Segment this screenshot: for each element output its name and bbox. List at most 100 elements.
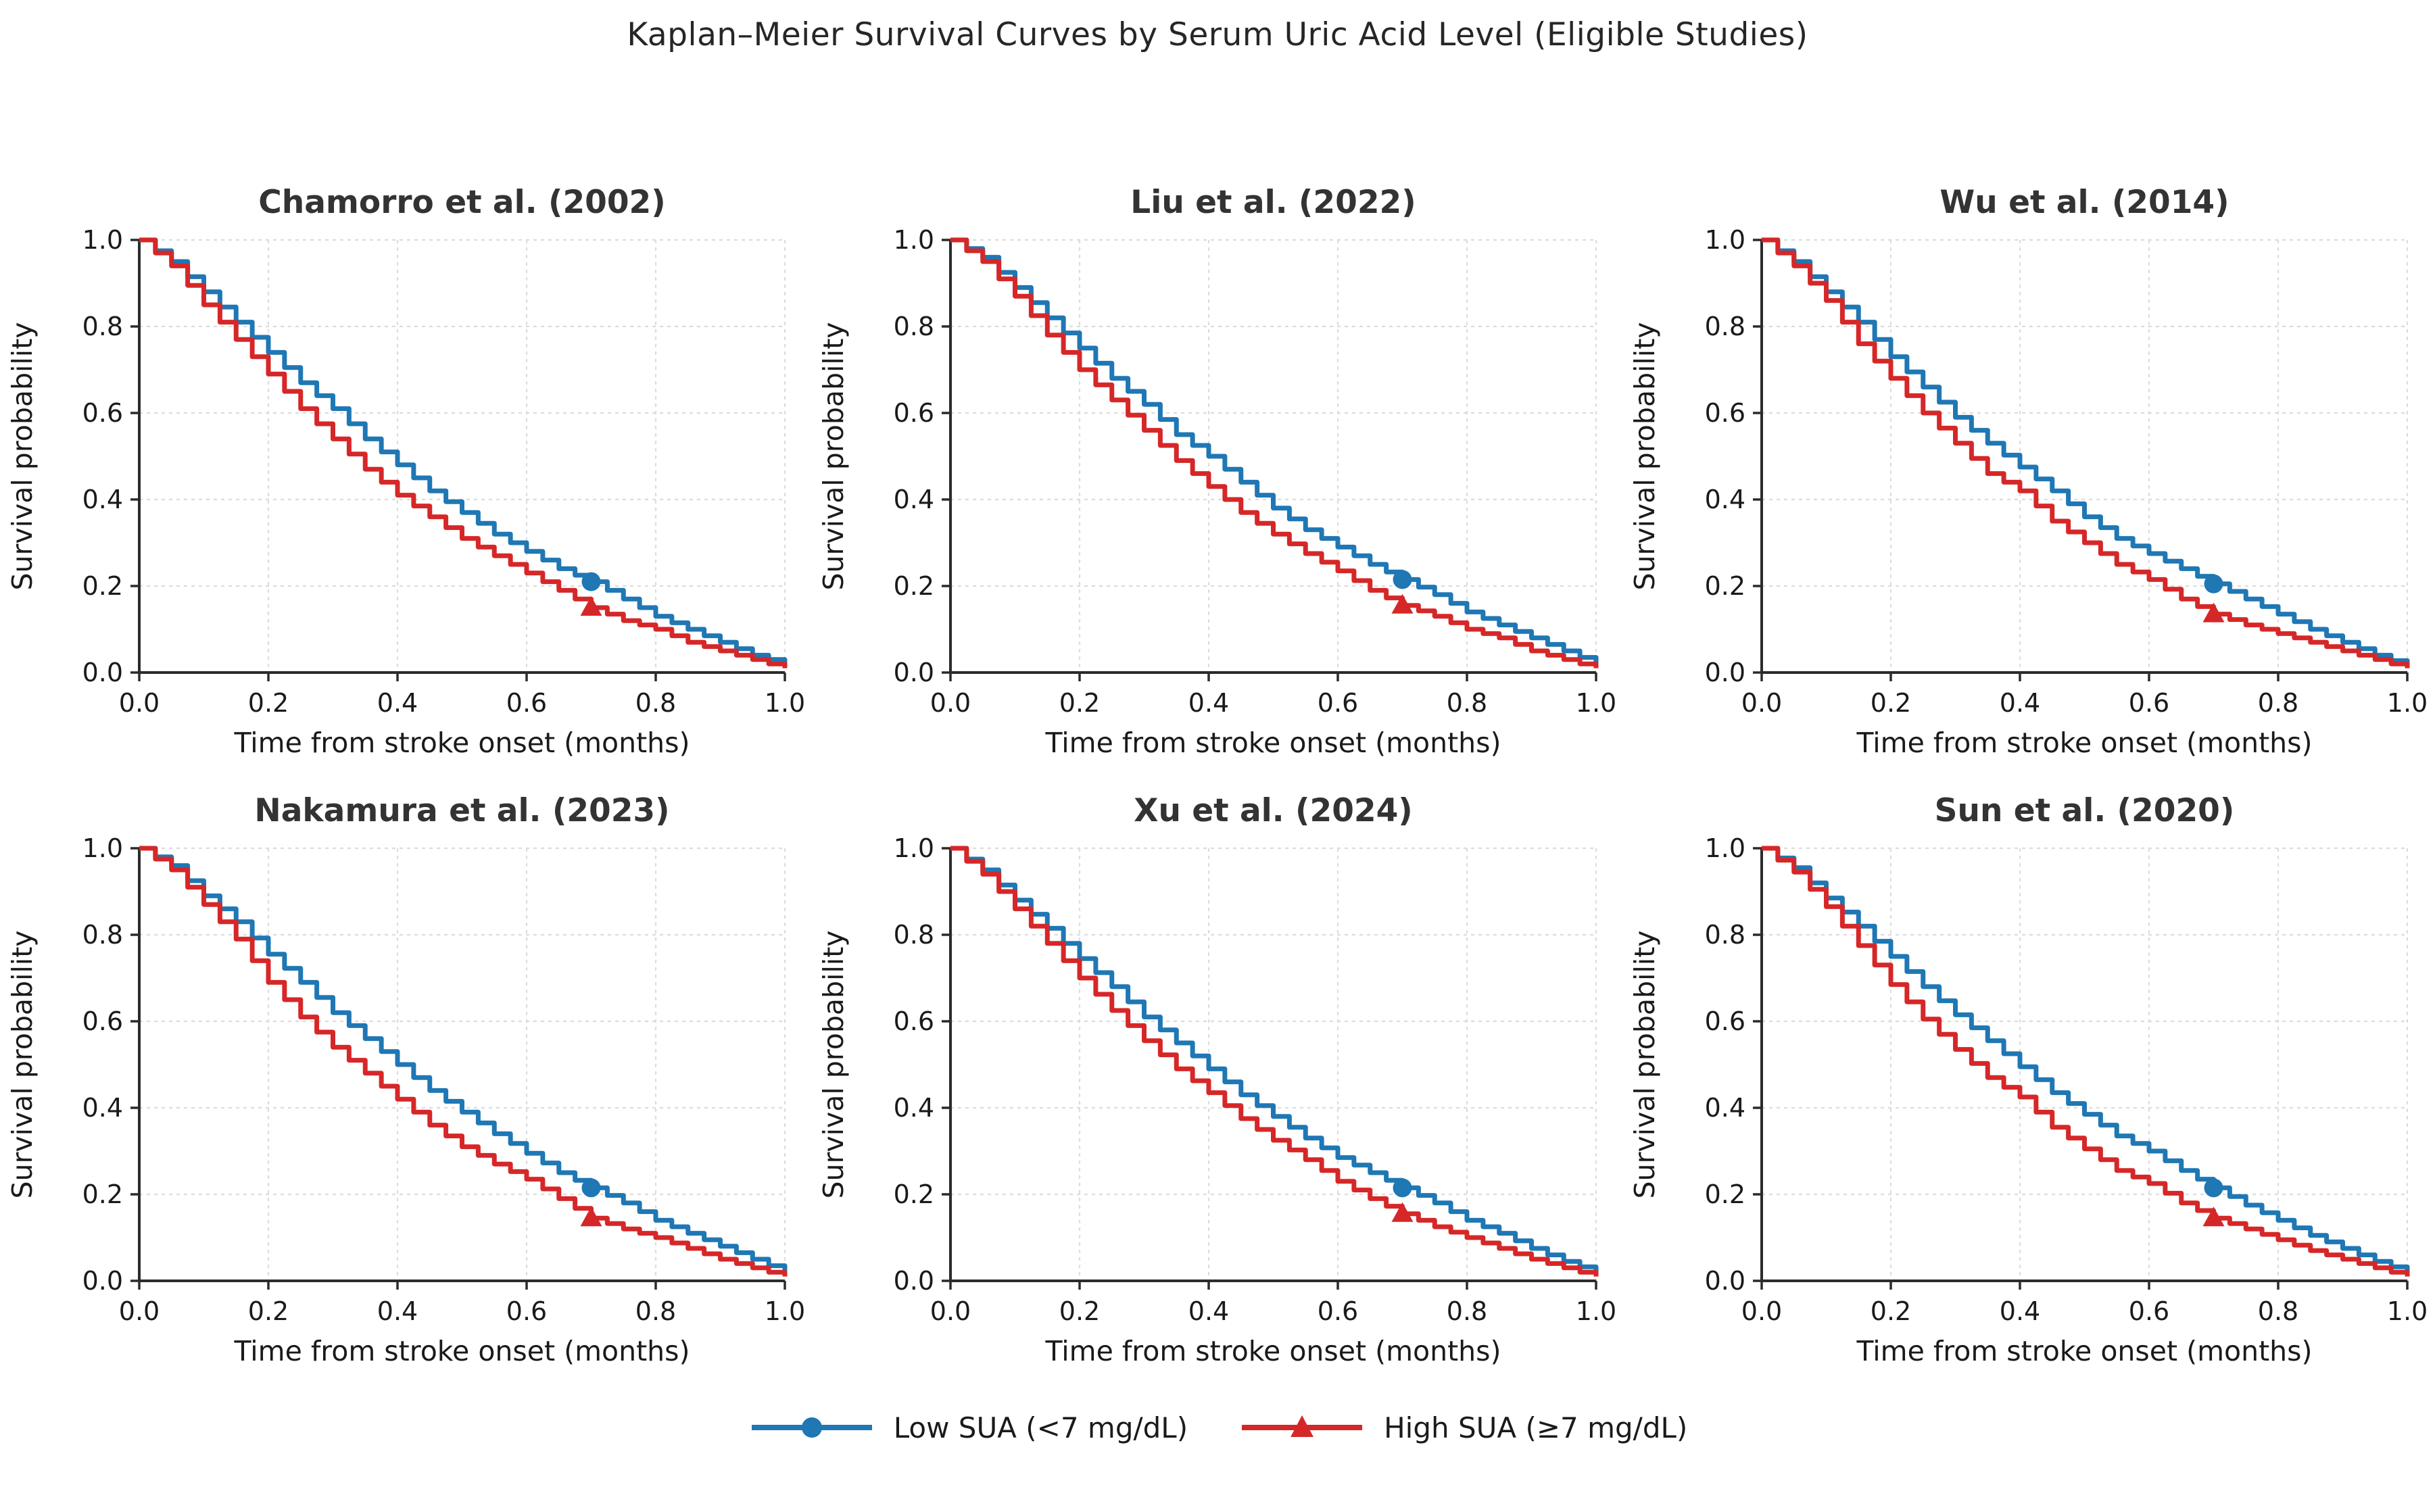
x-tick-label: 0.6 <box>2129 688 2169 718</box>
x-tick-label: 0.2 <box>1059 1296 1100 1326</box>
y-tick-label: 0.2 <box>82 571 123 601</box>
y-tick-label: 0.8 <box>82 920 123 950</box>
y-tick-label: 1.0 <box>894 833 934 863</box>
subplot-title: Sun et al. (2020) <box>1935 792 2235 829</box>
y-tick-label: 0.8 <box>1705 312 1745 341</box>
low-sua-marker-circle-icon <box>1393 570 1412 589</box>
low-sua-marker-circle-icon <box>2204 574 2223 593</box>
high-sua-marker-triangle-icon <box>2202 602 2225 623</box>
y-tick-label: 0.6 <box>82 1006 123 1036</box>
subplot-canvas: 0.0 0.2 0.4 0.6 0.8 1.0 0.0 0.2 0.4 0.6 0.8 1.0 Xu e… <box>817 792 1616 1367</box>
y-tick-label: 0.0 <box>894 1266 934 1296</box>
y-tick-label: 1.0 <box>82 225 123 255</box>
x-tick-label: 1.0 <box>1576 1296 1616 1326</box>
km-curve-low-sua <box>139 846 788 1273</box>
x-tick-label: 0.4 <box>2000 1296 2040 1326</box>
km-curve-low-sua <box>1762 237 2410 666</box>
x-tick-label: 0.8 <box>635 1296 676 1326</box>
km-curve-high-sua <box>950 237 1599 668</box>
km-curve-low-sua <box>139 237 788 664</box>
x-tick-label: 0.0 <box>119 688 160 718</box>
y-tick-label: 0.0 <box>894 658 934 687</box>
y-tick-label: 0.2 <box>82 1179 123 1209</box>
x-tick-label: 0.4 <box>1188 1296 1229 1326</box>
high-sua-marker-triangle-icon <box>580 596 602 616</box>
y-tick-label: 0.6 <box>82 398 123 428</box>
x-tick-label: 1.0 <box>765 688 805 718</box>
x-tick-label: 0.4 <box>1188 688 1229 718</box>
subplot-nakamura-2023: 0.0 0.2 0.4 0.6 0.8 1.0 0.0 0.2 0.4 0.6 0.8 1.0 Naka… <box>1 767 812 1375</box>
subplot-xu-2024: 0.0 0.2 0.4 0.6 0.8 1.0 0.0 0.2 0.4 0.6 0.8 1.0 Xu e… <box>812 767 1623 1375</box>
y-axis-label: Survival probability <box>1629 930 1661 1198</box>
y-tick-label: 0.6 <box>1705 398 1745 428</box>
y-tick-label: 0.8 <box>894 920 934 950</box>
y-tick-label: 0.8 <box>1705 920 1745 950</box>
legend-label-low-sua: Low SUA (<7 mg/dL) <box>893 1411 1188 1444</box>
low-sua-marker-circle-icon <box>581 572 601 591</box>
y-tick-label: 0.2 <box>894 1179 934 1209</box>
subplot-canvas: 0.0 0.2 0.4 0.6 0.8 1.0 0.0 0.2 0.4 0.6 0.8 1.0 Cham… <box>6 184 805 759</box>
x-tick-label: 0.6 <box>506 688 547 718</box>
low-sua-line-circle-icon <box>751 1417 872 1438</box>
figure-title: Kaplan–Meier Survival Curves by Serum Ur… <box>627 16 1808 53</box>
subplot-wu-2014: 0.0 0.2 0.4 0.6 0.8 1.0 0.0 0.2 0.4 0.6 0.8 1.0 Wu e… <box>1623 159 2434 767</box>
y-tick-label: 1.0 <box>1705 833 1745 863</box>
y-tick-label: 0.4 <box>894 485 934 514</box>
y-tick-label: 0.4 <box>1705 1093 1745 1123</box>
x-tick-label: 0.0 <box>119 1296 160 1326</box>
y-tick-label: 0.0 <box>82 658 123 687</box>
y-axis-label: Survival probability <box>1629 322 1661 590</box>
low-sua-marker-circle-icon <box>2204 1178 2223 1198</box>
y-tick-label: 0.4 <box>894 1093 934 1123</box>
x-tick-label: 0.0 <box>1741 1296 1782 1326</box>
y-tick-label: 0.0 <box>1705 1266 1745 1296</box>
legend-item-low-sua: Low SUA (<7 mg/dL) <box>748 1404 1188 1451</box>
x-tick-label: 0.4 <box>377 688 418 718</box>
y-tick-label: 0.0 <box>1705 658 1745 687</box>
high-sua-line-triangle-icon <box>1242 1415 1363 1437</box>
x-axis-label: Time from stroke onset (months) <box>233 727 690 759</box>
x-tick-label: 0.2 <box>248 1296 289 1326</box>
x-axis-label: Time from stroke onset (months) <box>1856 727 2312 759</box>
subplot-sun-2020: 0.0 0.2 0.4 0.6 0.8 1.0 0.0 0.2 0.4 0.6 0.8 1.0 Sun … <box>1623 767 2434 1375</box>
y-tick-label: 0.8 <box>82 312 123 341</box>
x-tick-label: 0.8 <box>1447 688 1487 718</box>
km-curve-high-sua <box>139 237 788 668</box>
y-tick-label: 0.6 <box>1705 1006 1745 1036</box>
y-tick-label: 0.4 <box>1705 485 1745 514</box>
x-tick-label: 1.0 <box>2387 688 2428 718</box>
y-tick-label: 0.6 <box>894 1006 934 1036</box>
x-tick-label: 0.0 <box>930 1296 971 1326</box>
y-tick-label: 0.0 <box>82 1266 123 1296</box>
subplot-canvas: 0.0 0.2 0.4 0.6 0.8 1.0 0.0 0.2 0.4 0.6 0.8 1.0 Sun … <box>1629 792 2428 1367</box>
y-axis-label: Survival probability <box>6 322 39 590</box>
y-tick-label: 0.4 <box>82 1093 123 1123</box>
low-sua-marker-circle-icon <box>581 1178 601 1198</box>
x-tick-label: 0.8 <box>2258 688 2298 718</box>
x-tick-label: 0.2 <box>1871 688 1911 718</box>
y-axis-label: Survival probability <box>6 930 39 1198</box>
y-tick-label: 1.0 <box>1705 225 1745 255</box>
x-tick-label: 0.8 <box>2258 1296 2298 1326</box>
subplot-canvas: 0.0 0.2 0.4 0.6 0.8 1.0 0.0 0.2 0.4 0.6 0.8 1.0 Wu e… <box>1629 184 2428 759</box>
x-tick-label: 0.6 <box>1318 688 1358 718</box>
y-tick-label: 0.2 <box>1705 571 1745 601</box>
high-sua-marker-triangle-icon <box>2202 1206 2225 1227</box>
x-axis-label: Time from stroke onset (months) <box>233 1335 690 1367</box>
high-sua-marker-triangle-icon <box>1391 593 1414 614</box>
x-tick-label: 0.4 <box>2000 688 2040 718</box>
km-curve-low-sua <box>950 237 1599 664</box>
x-tick-label: 0.8 <box>635 688 676 718</box>
y-tick-label: 1.0 <box>894 225 934 255</box>
x-axis-label: Time from stroke onset (months) <box>1044 727 1501 759</box>
x-tick-label: 1.0 <box>2387 1296 2428 1326</box>
x-tick-label: 0.6 <box>1318 1296 1358 1326</box>
subplot-title: Wu et al. (2014) <box>1939 184 2229 221</box>
subplot-title: Liu et al. (2022) <box>1130 184 1416 221</box>
high-sua-marker-triangle-icon <box>1391 1202 1414 1222</box>
x-axis-label: Time from stroke onset (months) <box>1856 1335 2312 1367</box>
x-tick-label: 0.0 <box>1741 688 1782 718</box>
x-tick-label: 0.8 <box>1447 1296 1487 1326</box>
subplot-title: Xu et al. (2024) <box>1134 792 1413 829</box>
